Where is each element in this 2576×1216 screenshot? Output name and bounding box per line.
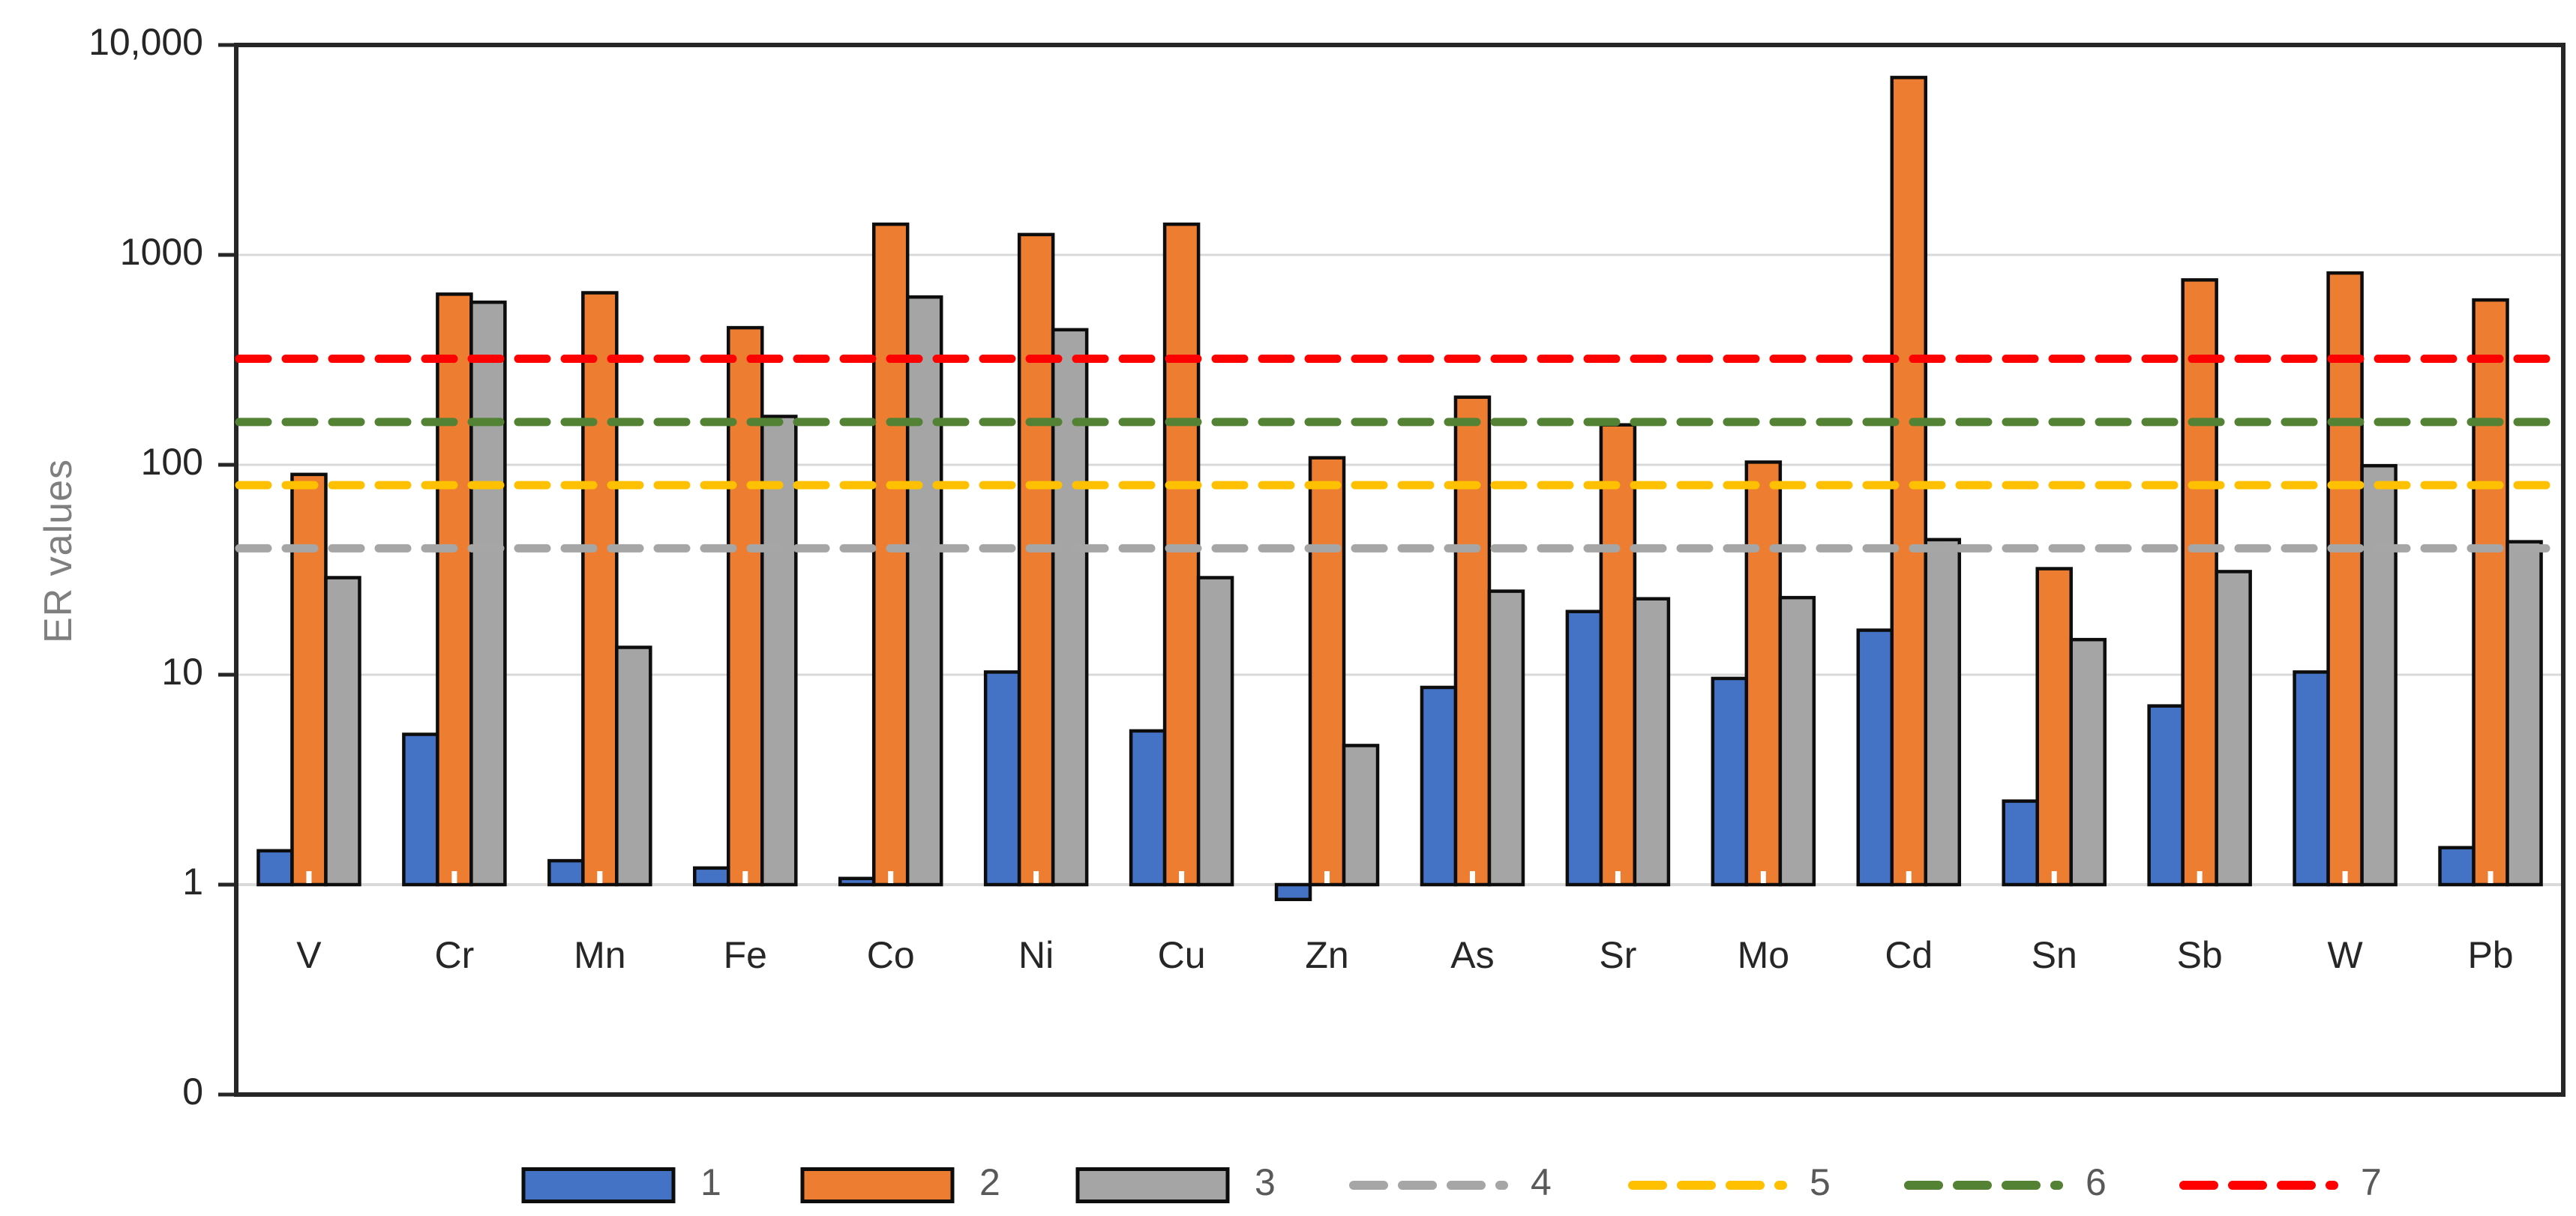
y-tick-label-10,000: 10,000	[88, 21, 203, 63]
bar-Fe-series2	[727, 325, 764, 887]
legend-label-6: 6	[2086, 1161, 2107, 1203]
bar-Sn-series1	[2002, 799, 2039, 887]
x-tick-label-Ni: Ni	[1018, 934, 1054, 976]
x-tick-label-Cd: Cd	[1885, 934, 1933, 976]
legend-label-2: 2	[979, 1161, 1000, 1203]
bar-Sr-series3	[1633, 597, 1671, 887]
plot-frame	[234, 43, 2566, 1097]
x-tick-label-Pb: Pb	[2467, 934, 2513, 976]
bar-W-series2	[2326, 271, 2364, 887]
bar-V-series1	[256, 849, 294, 887]
bar-Cd-series3	[1924, 538, 1962, 887]
x-tick-label-As: As	[1450, 934, 1494, 976]
legend-label-7: 7	[2361, 1161, 2382, 1203]
bar-Pb-series2	[2472, 298, 2509, 887]
bar-Sb-series2	[2181, 278, 2218, 887]
x-tick-label-Zn: Zn	[1305, 934, 1348, 976]
bar-Cu-series2	[1162, 222, 1201, 887]
bar-Fe-series3	[760, 415, 798, 887]
x-tick-label-W: W	[2327, 934, 2363, 976]
bar-Ni-series3	[1051, 328, 1089, 887]
bar-W-series3	[2360, 463, 2398, 887]
y-tick-label-0: 0	[182, 1071, 203, 1113]
bar-Mn-series1	[547, 858, 585, 887]
bar-Cr-series2	[436, 292, 473, 887]
bar-Ni-series2	[1017, 232, 1055, 887]
y-tick-label-100: 100	[141, 441, 203, 483]
legend-swatch-series-1	[521, 1167, 676, 1203]
x-tick-label-Fe: Fe	[724, 934, 767, 976]
legend-label-3: 3	[1255, 1161, 1276, 1203]
bar-As-series3	[1487, 589, 1525, 887]
bar-Mo-series1	[1711, 676, 1749, 887]
bar-Co-series2	[871, 222, 910, 887]
x-tick-label-Sb: Sb	[2177, 934, 2223, 976]
x-tick-label-Mn: Mn	[574, 934, 625, 976]
bar-W-series1	[2293, 670, 2330, 887]
bar-Co-series3	[905, 295, 943, 887]
x-tick-label-V: V	[296, 934, 322, 976]
bar-Sb-series1	[2147, 704, 2185, 887]
bar-Sr-series2	[1599, 423, 1637, 887]
bar-Pb-series3	[2506, 540, 2543, 887]
bar-As-series2	[1453, 395, 1492, 887]
bar-Sr-series1	[1565, 609, 1603, 887]
legend-label-5: 5	[1810, 1161, 1831, 1203]
bar-Zn-series1	[1274, 882, 1312, 902]
legend-swatch-series-2	[800, 1167, 955, 1203]
legend-swatch-series-3	[1075, 1167, 1230, 1203]
y-tick-label-1: 1	[182, 861, 203, 903]
x-tick-label-Sn: Sn	[2032, 934, 2077, 976]
y-axis-title: ER values	[37, 459, 80, 643]
y-tick-label-1000: 1000	[120, 231, 203, 273]
y-tick-label-10: 10	[161, 651, 203, 693]
bar-Cu-series3	[1196, 576, 1234, 887]
bar-Mn-series3	[615, 645, 652, 887]
x-tick-label-Cu: Cu	[1158, 934, 1206, 976]
x-tick-label-Mo: Mo	[1738, 934, 1789, 976]
bar-As-series1	[1420, 685, 1458, 887]
bar-Zn-series2	[1308, 456, 1346, 887]
legend-label-1: 1	[700, 1161, 721, 1203]
bar-V-series2	[290, 472, 328, 887]
bar-Sn-series2	[2035, 567, 2073, 887]
x-tick-label-Cr: Cr	[435, 934, 475, 976]
x-tick-label-Co: Co	[867, 934, 915, 976]
bar-Zn-series3	[1342, 744, 1380, 887]
bar-Mn-series2	[581, 291, 619, 887]
bar-Cu-series1	[1129, 729, 1167, 887]
bar-Cd-series1	[1856, 628, 1894, 887]
bar-Sn-series3	[2069, 637, 2107, 887]
legend-label-4: 4	[1531, 1161, 1552, 1203]
bar-Mo-series3	[1778, 595, 1816, 887]
bar-Mo-series2	[1744, 460, 1783, 887]
bar-Sb-series3	[2215, 570, 2252, 887]
bar-Fe-series1	[693, 866, 730, 887]
bar-Cr-series1	[402, 732, 439, 887]
bar-Pb-series1	[2438, 846, 2476, 887]
x-tick-label-Sr: Sr	[1599, 934, 1636, 976]
bar-Cr-series3	[469, 300, 507, 887]
bar-Co-series1	[838, 876, 876, 887]
bar-Ni-series1	[983, 670, 1021, 887]
bar-V-series3	[324, 576, 361, 887]
